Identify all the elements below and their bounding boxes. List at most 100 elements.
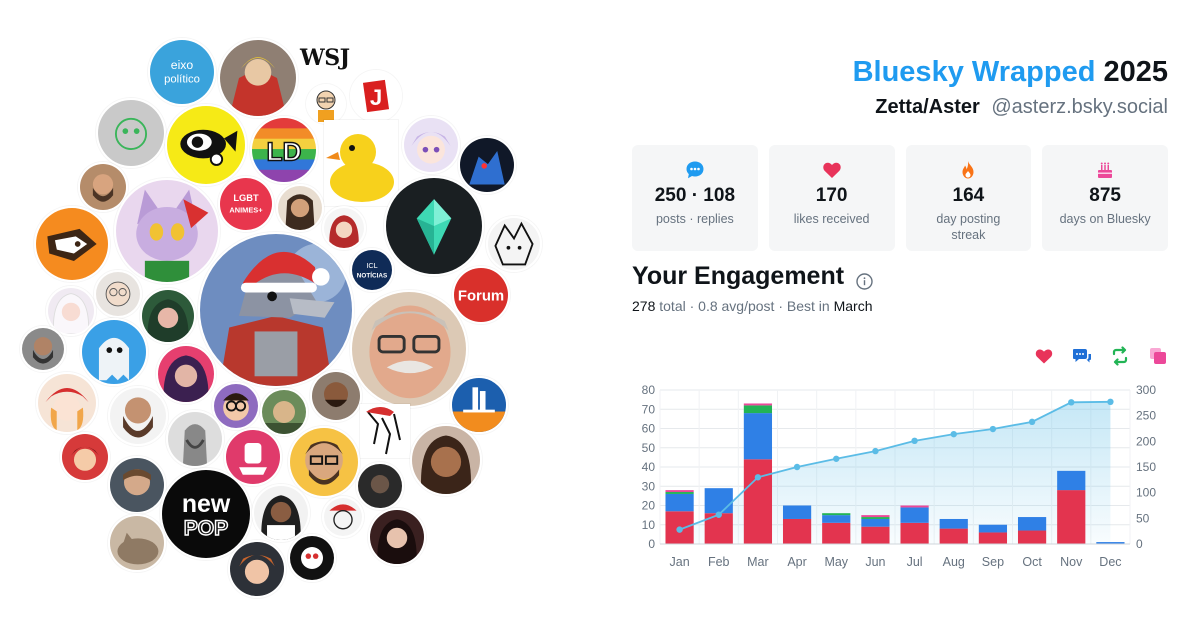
repost-icon[interactable] bbox=[1110, 346, 1130, 366]
avatar-wsj[interactable]: WSJ bbox=[300, 45, 350, 71]
avatar-monster-blue[interactable] bbox=[458, 136, 516, 194]
avatar-red-anime[interactable] bbox=[60, 432, 110, 482]
engagement-best-prefix: Best in bbox=[786, 298, 830, 314]
x-tick-label: Dec bbox=[1099, 555, 1121, 569]
avatar-kamarote[interactable] bbox=[450, 376, 508, 434]
bar-segment-3 bbox=[861, 515, 890, 518]
engagement-heading: Your Engagement bbox=[632, 262, 845, 290]
stat-value: 875 bbox=[1089, 185, 1121, 206]
cumulative-point bbox=[1068, 399, 1075, 406]
y2-tick-label: 150 bbox=[1136, 460, 1156, 474]
avatar-green-hair[interactable] bbox=[140, 288, 196, 344]
avatar-icl-noticias[interactable]: ICL NOTÍCIAS bbox=[350, 248, 394, 292]
avatar-lgbt-animes[interactable]: LGBT ANIMES+ bbox=[218, 176, 274, 232]
avatar-wolf-santa[interactable] bbox=[198, 232, 354, 388]
y2-tick-label: 300 bbox=[1136, 383, 1156, 397]
avatar-cartoon-beard[interactable] bbox=[288, 426, 360, 498]
heart-icon[interactable] bbox=[1034, 346, 1054, 366]
cumulative-point bbox=[1028, 418, 1036, 426]
brand-title: Bluesky Wrapped bbox=[852, 56, 1096, 88]
svg-text:Forum: Forum bbox=[458, 289, 504, 305]
y-tick-label: 50 bbox=[642, 441, 656, 455]
bar-segment-1 bbox=[782, 505, 812, 519]
svg-text:LD: LD bbox=[266, 136, 301, 166]
avatar-fist-logo[interactable] bbox=[224, 428, 282, 486]
svg-text:NOTÍCIAS: NOTÍCIAS bbox=[357, 270, 387, 279]
avatar-old-man[interactable] bbox=[350, 290, 468, 408]
bar-segment-1 bbox=[665, 493, 694, 512]
user-handle[interactable]: @asterz.bsky.social bbox=[991, 96, 1168, 118]
chat-bubble-icon bbox=[632, 159, 758, 181]
y-tick-label: 20 bbox=[642, 499, 656, 513]
y2-tick-label: 200 bbox=[1136, 434, 1156, 448]
svg-text:ICL: ICL bbox=[366, 261, 377, 270]
avatar-long-hair-man[interactable] bbox=[276, 184, 324, 232]
stat-label: posts · replies bbox=[655, 212, 734, 226]
info-icon[interactable] bbox=[856, 268, 873, 290]
avatar-gray-beard[interactable] bbox=[20, 326, 66, 372]
bar-segment-3 bbox=[743, 403, 773, 406]
avatar-orange-bird[interactable] bbox=[34, 206, 110, 282]
avatar-yellow-eye[interactable] bbox=[165, 104, 247, 186]
y-tick-label: 60 bbox=[642, 422, 656, 436]
svg-text:LGBT: LGBT bbox=[233, 193, 259, 203]
avatar-smile-man[interactable] bbox=[310, 370, 362, 422]
svg-text:eixo: eixo bbox=[171, 58, 194, 72]
avatar-glam-woman[interactable] bbox=[410, 424, 482, 496]
year-title: 2025 bbox=[1103, 56, 1168, 88]
avatar-rubber-duck[interactable] bbox=[324, 120, 398, 206]
stat-card-likes: 170 likes received bbox=[768, 145, 895, 251]
avatar-sketch-glasses[interactable] bbox=[94, 270, 142, 318]
bar-segment-0 bbox=[1057, 490, 1086, 544]
avatar-white-hair[interactable] bbox=[46, 286, 96, 336]
wrapped-panel: Bluesky Wrapped 2025 Zetta/Aster @asterz… bbox=[632, 0, 1168, 630]
avatar-anime-christmas[interactable] bbox=[36, 372, 98, 434]
avatar-ghost[interactable] bbox=[80, 318, 148, 386]
x-tick-label: Jan bbox=[670, 555, 690, 569]
avatar-man-photo[interactable] bbox=[108, 456, 166, 514]
avatar-j-logo[interactable]: J bbox=[350, 70, 402, 122]
avatar-anime-lavender[interactable] bbox=[402, 116, 460, 174]
avatar-ink-sketch[interactable] bbox=[360, 404, 410, 458]
svg-text:new: new bbox=[182, 490, 231, 518]
avatar-dark-photo[interactable] bbox=[356, 462, 404, 510]
bar-segment-1 bbox=[822, 515, 851, 523]
avatar-bald-beard[interactable] bbox=[108, 386, 168, 446]
svg-text:político: político bbox=[164, 73, 200, 85]
avatar-eixo-politico[interactable]: eixo político bbox=[148, 38, 216, 106]
avatar-forum[interactable]: Forum bbox=[452, 266, 510, 324]
avatar-dark-girl[interactable] bbox=[368, 508, 426, 566]
bar-segment-1 bbox=[900, 507, 929, 523]
avatar-woman-white[interactable] bbox=[252, 484, 310, 542]
avatar-bearded-man[interactable] bbox=[78, 162, 128, 212]
avatar-red-hair[interactable] bbox=[322, 206, 366, 250]
bar-segment-0 bbox=[978, 532, 1008, 544]
avatar-sketch[interactable] bbox=[96, 98, 166, 168]
y-tick-label: 10 bbox=[642, 518, 656, 532]
avatar-purple-cat[interactable] bbox=[114, 178, 220, 284]
avatar-photo-green[interactable] bbox=[260, 388, 308, 436]
chart-legend bbox=[1034, 346, 1168, 366]
avatar-anime-red[interactable] bbox=[218, 38, 298, 118]
avatar-rainbow-ld[interactable]: LD bbox=[250, 116, 318, 184]
avatar-black-cartoon[interactable] bbox=[288, 534, 336, 582]
avatar-green-crystal[interactable] bbox=[384, 176, 484, 276]
reply-icon[interactable] bbox=[1072, 346, 1092, 366]
avatar-manga-sketch[interactable] bbox=[486, 216, 542, 272]
cumulative-point bbox=[989, 425, 997, 433]
avatar-cartoon-glasses[interactable] bbox=[212, 382, 260, 430]
avatar-new-pop[interactable]: new POP bbox=[160, 468, 252, 560]
stats-row: 250 · 108 posts · replies 170 likes rece… bbox=[632, 145, 1168, 251]
quote-icon[interactable] bbox=[1148, 346, 1168, 366]
stat-value: 170 bbox=[815, 185, 848, 206]
cake-icon bbox=[1042, 159, 1168, 181]
avatar-statue[interactable] bbox=[166, 410, 224, 468]
bar-segment-1 bbox=[978, 524, 1008, 533]
avatar-cat-photo[interactable] bbox=[108, 514, 166, 572]
avatar-orange-hair[interactable] bbox=[228, 540, 286, 598]
avatar-cartoon-small[interactable] bbox=[306, 84, 346, 124]
avatar-santa-sketch[interactable] bbox=[322, 496, 364, 538]
stat-label: likes received bbox=[793, 212, 870, 226]
y2-tick-label: 50 bbox=[1136, 511, 1150, 525]
avatar-purple-hair[interactable] bbox=[156, 344, 216, 404]
